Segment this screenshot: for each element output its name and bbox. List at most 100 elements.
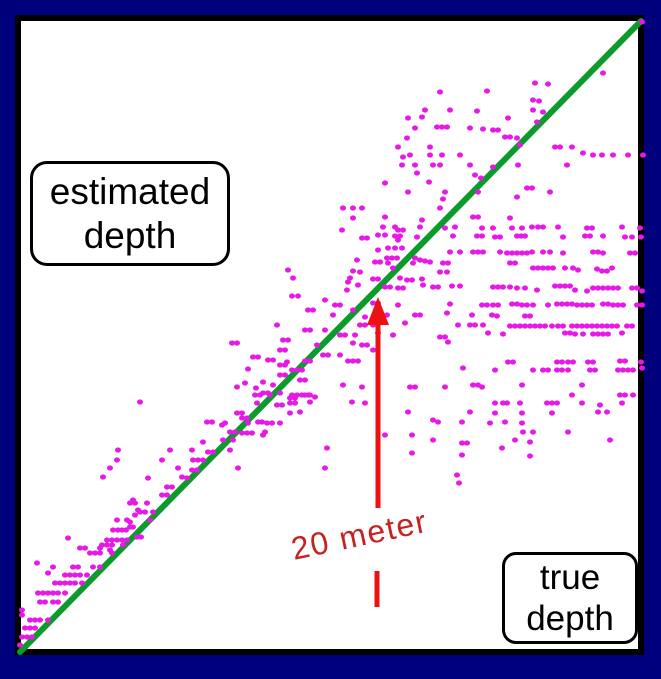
- data-point: [535, 224, 541, 230]
- data-point: [239, 430, 245, 436]
- data-point: [467, 322, 473, 328]
- data-point: [97, 550, 103, 556]
- data-point: [84, 572, 90, 578]
- data-point: [72, 572, 78, 578]
- data-point: [302, 377, 308, 383]
- data-point: [97, 545, 103, 551]
- data-point: [57, 580, 63, 586]
- data-point: [527, 453, 533, 459]
- data-point: [565, 367, 571, 373]
- data-point: [294, 367, 300, 373]
- data-point: [590, 359, 596, 365]
- data-point: [138, 534, 144, 540]
- data-point: [114, 537, 120, 543]
- data-point: [359, 342, 365, 348]
- data-point: [420, 282, 426, 288]
- data-point: [622, 234, 628, 240]
- data-point: [545, 367, 551, 373]
- data-point: [607, 437, 613, 443]
- data-point: [589, 225, 595, 231]
- data-point: [375, 232, 381, 238]
- data-point: [430, 437, 436, 443]
- data-point: [497, 234, 503, 240]
- data-point: [305, 307, 311, 313]
- data-point: [382, 214, 388, 220]
- data-point: [507, 260, 513, 266]
- data-point: [570, 265, 576, 271]
- data-point: [269, 420, 275, 426]
- data-point: [610, 285, 616, 291]
- data-point: [22, 625, 28, 631]
- data-point: [190, 457, 196, 463]
- data-point: [622, 392, 628, 398]
- data-point: [297, 377, 303, 383]
- data-point: [219, 422, 225, 428]
- data-point: [605, 331, 611, 337]
- data-point: [45, 617, 51, 623]
- data-point: [514, 301, 520, 307]
- data-point: [205, 449, 211, 455]
- data-point: [559, 359, 565, 365]
- data-point: [265, 357, 271, 363]
- data-point: [605, 301, 611, 307]
- data-point: [519, 420, 525, 426]
- data-point: [557, 144, 563, 150]
- data-point: [34, 560, 40, 566]
- data-point: [502, 134, 508, 140]
- data-point: [342, 332, 348, 338]
- data-point: [549, 410, 555, 416]
- data-point: [340, 205, 346, 211]
- data-point: [524, 185, 530, 191]
- data-point: [524, 250, 530, 256]
- data-point: [604, 268, 610, 274]
- data-point: [290, 275, 296, 281]
- data-point: [279, 402, 285, 408]
- data-point: [77, 545, 83, 551]
- data-point: [430, 284, 436, 290]
- data-point: [285, 267, 291, 273]
- data-point: [354, 257, 360, 263]
- data-point: [27, 617, 33, 623]
- data-point: [395, 302, 401, 308]
- data-point: [245, 366, 251, 372]
- data-point: [325, 352, 331, 358]
- data-point: [590, 331, 596, 337]
- data-point: [530, 97, 536, 103]
- data-point: [107, 547, 113, 553]
- data-point: [640, 152, 646, 158]
- data-point: [479, 233, 485, 239]
- data-point: [302, 327, 308, 333]
- data-point: [310, 307, 316, 313]
- data-point: [560, 250, 566, 256]
- data-point: [350, 307, 356, 313]
- data-point: [350, 268, 356, 274]
- data-point: [610, 152, 616, 158]
- data-point: [255, 354, 261, 360]
- data-point: [104, 537, 110, 543]
- data-point: [480, 322, 486, 328]
- data-point: [72, 580, 78, 586]
- data-point: [479, 302, 485, 308]
- data-point: [244, 430, 250, 436]
- data-point: [519, 225, 525, 231]
- data-point: [377, 259, 383, 265]
- data-point: [472, 172, 478, 178]
- data-point: [522, 323, 528, 329]
- data-point: [422, 258, 428, 264]
- data-point: [417, 257, 423, 263]
- data-point: [364, 235, 370, 241]
- data-point: [532, 80, 538, 86]
- data-point: [447, 301, 453, 307]
- data-point: [560, 323, 566, 329]
- data-point: [159, 492, 165, 498]
- data-point: [385, 245, 391, 251]
- data-point: [587, 367, 593, 373]
- data-point: [355, 282, 361, 288]
- data-point: [580, 331, 586, 337]
- data-point: [209, 419, 215, 425]
- data-point: [637, 225, 643, 231]
- data-point: [492, 400, 498, 406]
- data-point: [530, 302, 536, 308]
- data-point: [634, 302, 640, 308]
- data-point: [397, 275, 403, 281]
